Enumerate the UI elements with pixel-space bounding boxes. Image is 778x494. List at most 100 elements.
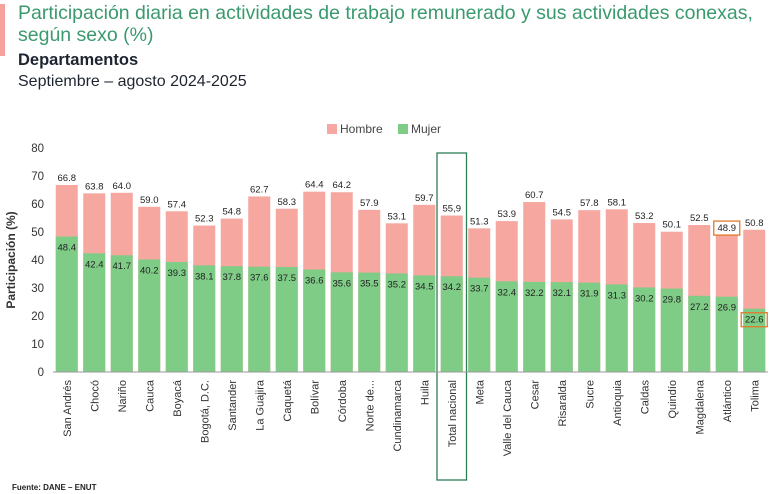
bar-mujer xyxy=(715,296,738,372)
data-label-mujer: 42.4 xyxy=(85,259,104,270)
y-tick-label: 30 xyxy=(31,283,44,295)
chart-title: Participación diaria en actividades de t… xyxy=(18,2,753,46)
data-label-mujer: 39.3 xyxy=(168,268,187,279)
data-label-hombre: 52.3 xyxy=(195,214,214,225)
y-tick-label: 80 xyxy=(31,143,44,155)
x-tick-label: Boyacá xyxy=(172,379,184,417)
bar-mujer xyxy=(275,267,298,372)
x-tick-label: Caquetá xyxy=(282,379,294,421)
data-label-hombre: 52.5 xyxy=(690,213,709,224)
bar-mujer xyxy=(550,282,573,372)
bar-mujer xyxy=(248,266,271,372)
data-label-mujer: 31.3 xyxy=(608,290,627,301)
x-tick-label: Cauca xyxy=(144,379,156,412)
data-label-hombre: 48.9 xyxy=(718,223,737,234)
data-label-mujer: 26.9 xyxy=(718,303,737,314)
bar-mujer xyxy=(330,272,353,372)
data-label-hombre: 50.8 xyxy=(745,218,764,229)
y-tick-label: 60 xyxy=(31,199,44,211)
data-label-hombre: 53.9 xyxy=(498,209,517,220)
bar-mujer xyxy=(138,259,161,372)
x-tick-label: Quindío xyxy=(667,380,679,419)
x-tick-label: Nariño xyxy=(117,380,129,412)
highlight-value-box xyxy=(740,312,768,328)
legend-label-mujer: Mujer xyxy=(411,122,441,136)
bar-mujer xyxy=(385,273,408,372)
data-label-mujer: 31.9 xyxy=(580,289,599,300)
data-label-hombre: 57.4 xyxy=(168,199,187,210)
bar-mujer xyxy=(440,276,463,372)
data-label-hombre: 53.2 xyxy=(635,211,654,222)
bar-mujer xyxy=(303,269,326,372)
data-label-hombre: 54.8 xyxy=(223,207,242,218)
data-label-mujer: 32.2 xyxy=(525,288,544,299)
bar-mujer xyxy=(220,266,243,372)
x-tick-label: Chocó xyxy=(89,380,101,412)
data-label-hombre: 64.2 xyxy=(333,180,352,191)
data-label-mujer: 34.2 xyxy=(443,282,462,293)
data-label-mujer: 38.1 xyxy=(195,271,214,282)
bar-mujer xyxy=(110,255,133,372)
data-label-mujer: 37.5 xyxy=(278,273,297,284)
data-label-hombre: 66.8 xyxy=(58,173,77,184)
bar-mujer xyxy=(688,295,711,372)
x-tick-label: La Guajira xyxy=(254,379,266,431)
data-label-mujer: 35.2 xyxy=(388,279,407,290)
data-label-mujer: 33.7 xyxy=(470,284,489,295)
x-tick-label: Risaralda xyxy=(557,379,569,426)
highlight-value-box xyxy=(713,220,741,236)
x-tick-label: Santander xyxy=(227,380,239,431)
x-tick-label: Magdalena xyxy=(694,379,706,434)
bar-mujer xyxy=(605,284,628,372)
data-label-hombre: 64.4 xyxy=(305,180,324,191)
x-tick-label: Tolima xyxy=(749,379,761,412)
highlight-total-nacional-box xyxy=(436,152,468,481)
source-note: Fuente: DANE – ENUT xyxy=(12,483,97,492)
bar-mujer xyxy=(83,253,106,372)
data-label-hombre: 55,9 xyxy=(443,203,462,214)
bar-mujer xyxy=(523,281,546,372)
data-label-mujer: 48.4 xyxy=(58,242,77,253)
data-label-hombre: 62.7 xyxy=(250,184,269,195)
x-tick-label: Total nacional xyxy=(447,380,459,447)
bar-mujer xyxy=(578,282,601,372)
data-label-hombre: 59.7 xyxy=(415,193,434,204)
y-tick-label: 40 xyxy=(31,255,44,267)
data-label-mujer: 27.2 xyxy=(690,302,709,313)
x-tick-label: Antioquia xyxy=(612,379,624,426)
legend-label-hombre: Hombre xyxy=(340,122,383,136)
x-tick-label: Córdoba xyxy=(337,379,349,422)
data-label-hombre: 57.8 xyxy=(580,198,599,209)
title-accent-bar xyxy=(0,4,5,56)
y-tick-label: 20 xyxy=(31,311,44,323)
x-tick-label: Cundinamarca xyxy=(392,379,404,451)
y-tick-label: 50 xyxy=(31,227,44,239)
x-tick-label: Sucre xyxy=(584,380,596,409)
y-tick-label: 70 xyxy=(31,171,44,183)
x-tick-label: Cesar xyxy=(529,380,541,410)
data-label-mujer: 37.8 xyxy=(223,272,242,283)
data-label-mujer: 34.5 xyxy=(415,281,434,292)
x-tick-label: Huila xyxy=(419,379,431,405)
data-label-hombre: 54.5 xyxy=(553,207,572,218)
data-label-mujer: 29.8 xyxy=(663,295,682,306)
data-label-hombre: 58.1 xyxy=(608,197,627,208)
data-label-hombre: 50.1 xyxy=(663,220,682,231)
data-label-mujer: 32.1 xyxy=(553,288,572,299)
data-label-hombre: 63.8 xyxy=(85,181,104,192)
bar-mujer xyxy=(165,261,188,372)
data-label-hombre: 53.1 xyxy=(388,211,407,222)
bar-mujer xyxy=(193,265,216,372)
data-label-mujer: 37.6 xyxy=(250,273,269,284)
data-label-mujer: 22.6 xyxy=(745,315,764,326)
x-tick-label: Norte de... xyxy=(364,380,376,431)
data-label-hombre: 58.3 xyxy=(278,197,297,208)
bar-mujer xyxy=(633,287,656,372)
x-tick-label: San Andrés xyxy=(62,380,74,437)
bar-mujer xyxy=(468,277,491,372)
legend-swatch-hombre xyxy=(327,124,337,134)
bar-mujer xyxy=(55,236,78,372)
data-label-mujer: 30.2 xyxy=(635,293,654,304)
legend-swatch-mujer xyxy=(398,124,408,134)
